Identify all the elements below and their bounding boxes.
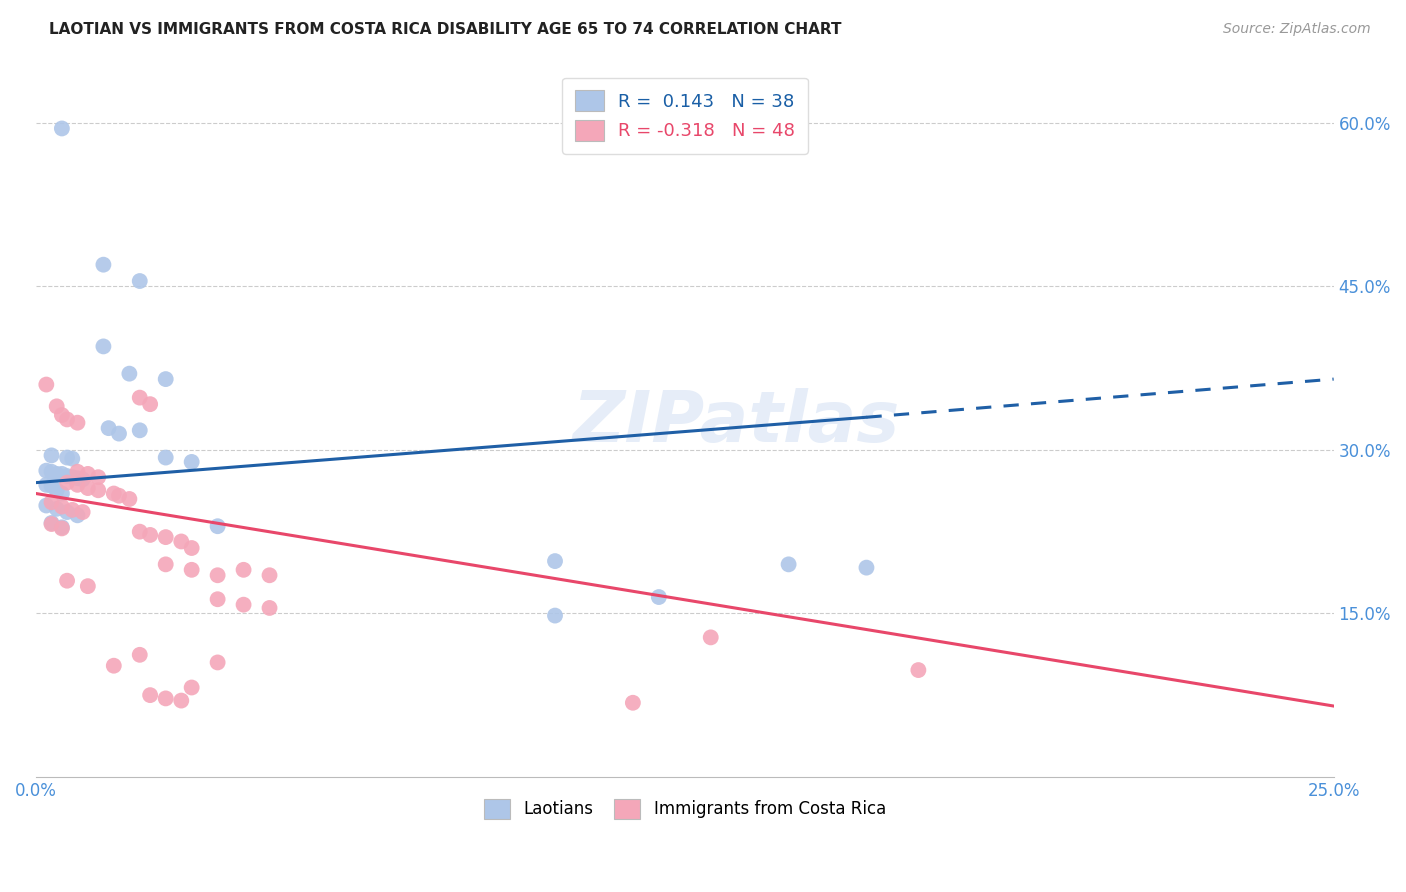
Point [155,558,177,572]
Point [180,681,202,695]
Point [45,501,67,516]
Point [76,467,98,481]
Point [128,524,150,539]
Point [76,579,98,593]
Point [855,560,877,574]
Point [180,455,202,469]
Point [544,608,567,623]
Point [139,528,162,542]
Point [35,478,58,492]
Point [207,656,229,670]
Point [93,339,115,353]
Point [66,465,89,479]
Point [155,691,177,706]
Text: Source: ZipAtlas.com: Source: ZipAtlas.com [1223,22,1371,37]
Point [51,121,73,136]
Point [108,426,131,441]
Point [41,516,63,531]
Point [45,483,67,498]
Point [66,508,89,523]
Point [907,663,929,677]
Point [35,464,58,478]
Point [60,451,83,466]
Point [76,481,98,495]
Point [51,500,73,514]
Point [103,486,125,500]
Point [56,505,79,519]
Point [544,554,567,568]
Point [56,475,79,490]
Point [66,471,89,485]
Point [35,499,58,513]
Point [72,472,94,486]
Point [155,530,177,544]
Point [103,658,125,673]
Point [621,696,644,710]
Point [97,421,120,435]
Point [118,491,141,506]
Point [108,489,131,503]
Point [51,521,73,535]
Point [41,465,63,479]
Point [51,408,73,422]
Point [128,274,150,288]
Point [180,541,202,555]
Point [41,495,63,509]
Point [87,470,110,484]
Point [35,377,58,392]
Point [66,478,89,492]
Point [51,486,73,500]
Text: LAOTIAN VS IMMIGRANTS FROM COSTA RICA DISABILITY AGE 65 TO 74 CORRELATION CHART: LAOTIAN VS IMMIGRANTS FROM COSTA RICA DI… [49,22,842,37]
Point [170,534,193,549]
Point [207,519,229,533]
Point [118,367,141,381]
Point [93,258,115,272]
Point [41,479,63,493]
Point [56,469,79,483]
Point [648,590,671,604]
Point [259,568,281,582]
Point [207,592,229,607]
Point [155,450,177,465]
Point [232,598,254,612]
Point [41,449,63,463]
Point [170,693,193,707]
Point [56,574,79,588]
Point [60,503,83,517]
Point [232,563,254,577]
Point [45,467,67,481]
Point [56,412,79,426]
Point [139,688,162,702]
Point [128,648,150,662]
Point [66,416,89,430]
Point [700,631,723,645]
Point [128,423,150,437]
Point [139,397,162,411]
Point [155,372,177,386]
Point [60,470,83,484]
Point [778,558,800,572]
Text: ZIPatlas: ZIPatlas [574,388,900,458]
Point [45,400,67,414]
Point [56,450,79,465]
Point [51,520,73,534]
Point [72,505,94,519]
Point [180,563,202,577]
Legend: Laotians, Immigrants from Costa Rica: Laotians, Immigrants from Costa Rica [477,793,893,825]
Point [41,516,63,530]
Point [87,483,110,498]
Point [259,601,281,615]
Point [207,568,229,582]
Point [51,467,73,481]
Point [128,391,150,405]
